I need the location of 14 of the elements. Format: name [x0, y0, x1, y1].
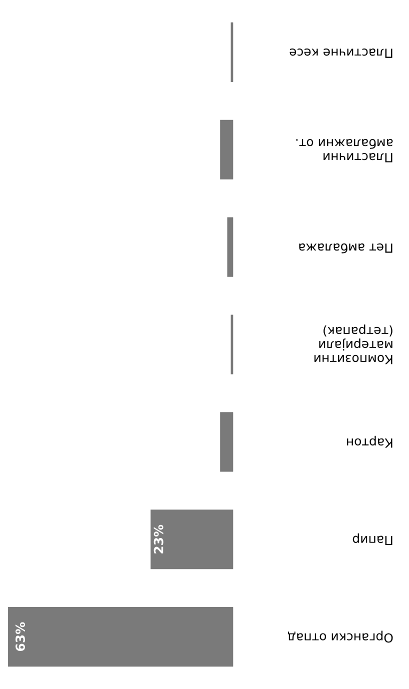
bar — [220, 120, 234, 180]
y-tick-label: Пет амбалажа — [299, 243, 392, 254]
y-tick-label: Папир — [352, 533, 392, 546]
bar — [227, 217, 234, 277]
y-tick-label: Картон — [347, 436, 392, 448]
y-tick-label: Пластичне кесе — [290, 48, 392, 58]
y-tick-label: Пластични амбалажни от. — [296, 138, 393, 162]
y-tick-label: Органски отпад — [288, 630, 393, 643]
y-tick-label: Композитни материјали (тетрапак) — [314, 324, 392, 364]
bar — [150, 510, 234, 570]
bar — [220, 412, 234, 472]
data-label: 63% — [16, 622, 25, 652]
bar — [8, 607, 234, 667]
data-label: 23% — [154, 524, 164, 554]
